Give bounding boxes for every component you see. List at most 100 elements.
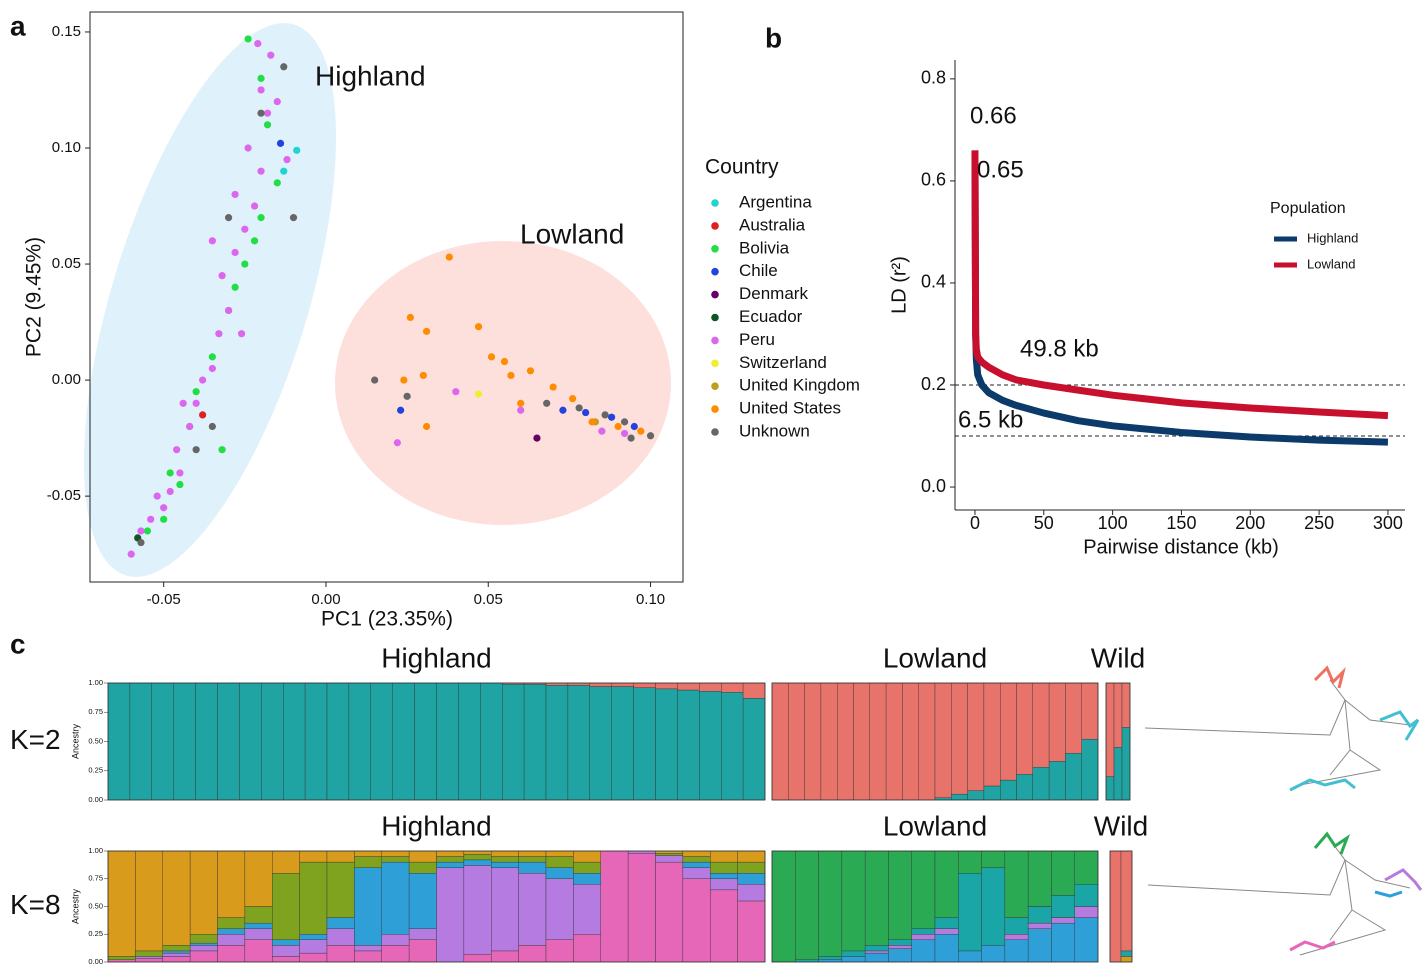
- ancestry-segment: [655, 682, 678, 690]
- point: [231, 190, 239, 199]
- ancestry-segment: [189, 945, 218, 952]
- y-tick-label: 0.6: [921, 170, 946, 190]
- point: [166, 487, 174, 496]
- ancestry-segment: [682, 867, 711, 879]
- point: [276, 139, 285, 147]
- ancestry-segment: [545, 856, 574, 868]
- point: [422, 422, 431, 431]
- ancestry-segment: [217, 934, 246, 946]
- y-tick-label: 0.00: [52, 371, 81, 388]
- ancestry-segment: [189, 850, 218, 935]
- ancestry-segment: [408, 873, 437, 929]
- ancestry-segment: [491, 850, 519, 857]
- ancestry-segment: [911, 928, 936, 935]
- ancestry-segment: [1120, 956, 1133, 963]
- ancestry-segment: [1004, 917, 1029, 935]
- y-axis-title: LD (r²): [888, 256, 910, 314]
- point: [244, 144, 252, 152]
- ancestry-segment: [627, 853, 656, 963]
- legend-label: Highland: [1307, 230, 1358, 245]
- ancestry-segment: [381, 861, 410, 935]
- point: [208, 364, 216, 373]
- ancestry-segment: [864, 950, 889, 954]
- legend-swatch: [711, 290, 719, 299]
- ancestry-segment: [888, 945, 912, 949]
- k-label: K=2: [10, 724, 61, 755]
- ancestry-segment: [677, 682, 700, 691]
- y-tick-label: 0.75: [88, 874, 103, 883]
- ancestry-segment: [911, 850, 936, 929]
- point: [231, 283, 239, 291]
- point: [166, 469, 174, 477]
- legend-swatch: [711, 382, 719, 391]
- ancestry-segment: [304, 682, 328, 801]
- annotation: 49.8 kb: [1020, 335, 1099, 362]
- point: [646, 432, 655, 440]
- ancestry-segment: [135, 850, 163, 952]
- x-tick-label: 0.10: [636, 591, 665, 608]
- ancestry-segment: [545, 878, 574, 940]
- ancestry-segment: [326, 850, 355, 863]
- ancestry-segment: [1016, 774, 1033, 801]
- x-tick-label: 0.05: [474, 591, 503, 608]
- point: [293, 146, 301, 154]
- panel-label: c: [10, 628, 26, 659]
- ancestry-segment: [491, 856, 519, 863]
- legend-swatch: [711, 267, 719, 276]
- ancestry-segment: [283, 682, 306, 801]
- ancestry-segment: [1105, 776, 1115, 801]
- legend-swatch: [711, 313, 719, 322]
- point: [517, 406, 525, 414]
- ancestry-segment: [244, 939, 273, 963]
- ancestry-segment: [392, 682, 415, 801]
- ancestry-segment: [1121, 727, 1131, 801]
- ancestry-segment: [1120, 850, 1133, 952]
- ancestry-segment: [573, 850, 601, 863]
- x-tick-label: 200: [1235, 513, 1265, 533]
- ancestry-segment: [436, 856, 465, 863]
- ancestry-segment: [655, 688, 678, 801]
- ancestry-segment: [804, 682, 822, 801]
- point: [620, 429, 629, 438]
- group-frame: [771, 682, 1099, 801]
- legend-title: Country: [705, 156, 779, 179]
- ancestry-segment: [354, 950, 382, 963]
- y-axis-title: Ancestry: [70, 723, 80, 759]
- legend-swatch: [711, 245, 719, 253]
- ancestry-segment: [151, 682, 174, 801]
- ancestry-segment: [545, 867, 574, 879]
- ancestry-segment: [1105, 682, 1115, 777]
- point: [176, 469, 184, 477]
- point: [280, 167, 288, 175]
- legend-swatch: [711, 336, 719, 345]
- ancestry-segment: [463, 854, 492, 861]
- ancestry-segment: [518, 873, 547, 946]
- point: [208, 422, 216, 431]
- ancestry-segment: [655, 855, 684, 863]
- ancestry-segment: [1074, 906, 1099, 918]
- ancestry-segment: [1051, 895, 1075, 918]
- ancestry-segment: [589, 682, 612, 687]
- ancestry-segment: [545, 850, 574, 857]
- ancestry-segment: [869, 682, 887, 801]
- point: [208, 353, 216, 361]
- ancestry-segment: [682, 861, 711, 868]
- point: [637, 427, 645, 435]
- ancestry-segment: [491, 950, 519, 963]
- ancestry-segment: [1000, 682, 1017, 781]
- ancestry-segment: [107, 956, 136, 960]
- ancestry-segment: [573, 873, 601, 885]
- ancestry-segment: [1004, 934, 1029, 940]
- ancestry-segment: [1074, 850, 1099, 885]
- ancestry-segment: [1016, 682, 1033, 775]
- ancestry-segment: [958, 873, 982, 952]
- point: [257, 214, 265, 222]
- ancestry-segment: [1051, 850, 1075, 896]
- legend-label: Peru: [739, 330, 775, 349]
- ancestry-segment: [1004, 850, 1029, 918]
- point: [257, 74, 265, 82]
- ancestry-segment: [710, 878, 738, 891]
- ancestry-segment: [771, 682, 789, 801]
- point: [257, 86, 265, 94]
- legend-swatch: [711, 222, 719, 230]
